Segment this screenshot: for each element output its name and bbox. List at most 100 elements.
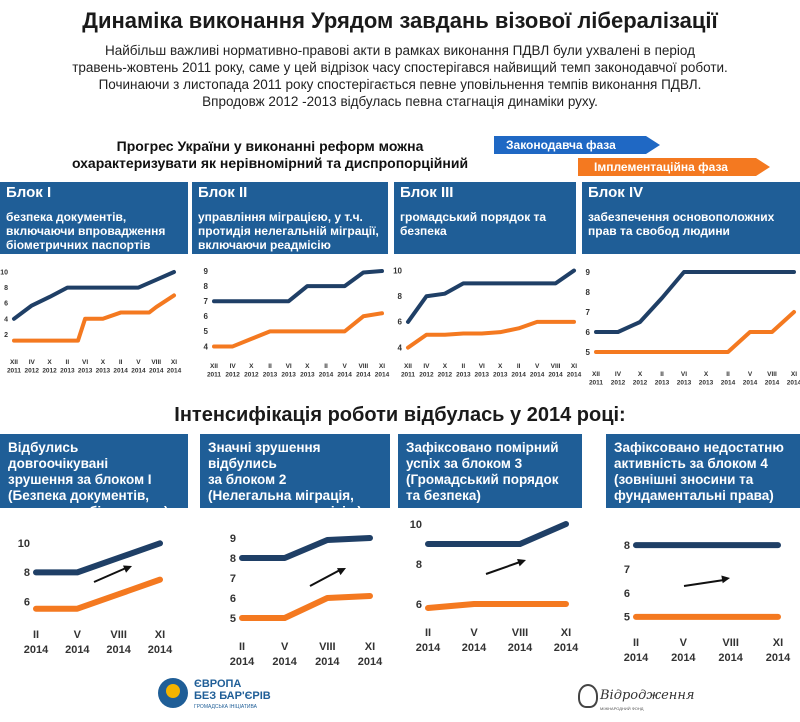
trend-arrowhead-icon <box>337 568 346 576</box>
series-line-implementation <box>425 601 569 611</box>
block-description-line: включаючи реадмісію <box>198 238 331 252</box>
y-tick-label: 6 <box>230 593 236 605</box>
y-tick-label: 5 <box>230 613 236 625</box>
y-tick-label: 8 <box>416 559 422 571</box>
y-tick-label: 9 <box>204 267 209 276</box>
x-tick-label: XI <box>571 363 577 370</box>
y-tick-label: 7 <box>586 308 591 317</box>
block-description: управління міграцією, у т.ч. протидія не… <box>198 210 379 252</box>
x-tick-label: IV <box>29 359 36 366</box>
x-tick-label: XII <box>210 363 218 370</box>
y-tick-label: 8 <box>398 292 403 301</box>
x-tick-label: 2014 <box>671 652 696 664</box>
y-tick-label: 5 <box>586 348 591 357</box>
block-description-line: прав та свобод людини <box>588 224 730 238</box>
x-tick-label: 2014 <box>554 642 579 654</box>
x-tick-label: X <box>704 371 709 378</box>
x-tick-label: 2012 <box>25 368 40 375</box>
x-tick-label: XI <box>365 641 375 653</box>
y-tick-label: 8 <box>624 540 630 552</box>
summary-panel-3: Зафіксовано помірний успіх за блоком 3 (… <box>398 434 582 508</box>
y-tick-label: 7 <box>204 297 209 306</box>
series-line-legislative <box>406 268 576 324</box>
block-name: Блок IV <box>588 184 644 201</box>
x-tick-label: 2011 <box>207 372 221 379</box>
chart-2014-block-3: 10 8 6 II 2014 V 2014 VIII 2014 XI 2014 <box>398 508 588 664</box>
summary-panel-1: Відбулись довгоочікувані зрушення за бло… <box>0 434 188 519</box>
y-tick-label: 6 <box>586 328 591 337</box>
x-tick-label: 2013 <box>456 372 471 379</box>
x-tick-label: 2014 <box>718 652 743 664</box>
x-tick-label: 2013 <box>78 368 93 375</box>
x-tick-label: 2014 <box>272 656 297 668</box>
x-tick-label: X <box>305 363 310 370</box>
series-line-legislative <box>594 270 796 334</box>
x-tick-label: V <box>680 637 688 649</box>
x-tick-label: VIII <box>551 363 561 370</box>
x-tick-label: VIII <box>110 629 127 641</box>
summary-line: за блоком 2 <box>208 472 287 487</box>
x-tick-label: 2011 <box>401 372 415 379</box>
logo-text-line: БЕЗ БАР'ЄРІВ <box>194 690 271 702</box>
x-tick-label: 2013 <box>281 372 296 379</box>
y-tick-label: 6 <box>398 318 403 327</box>
x-tick-label: 2013 <box>655 380 670 387</box>
summary-line: активність за блоком 4 <box>614 456 768 471</box>
x-tick-label: 2014 <box>508 642 533 654</box>
y-tick-label: 8 <box>4 285 8 292</box>
x-tick-label: VIII <box>319 641 336 653</box>
subheading-line: Прогрес України у виконанні реформ можна <box>116 138 424 154</box>
x-tick-label: 2013 <box>60 368 75 375</box>
x-tick-label: XII <box>10 359 18 366</box>
x-tick-label: 2014 <box>721 380 736 387</box>
x-tick-label: II <box>268 363 272 370</box>
summary-panel-2: Значні зрушення відбулись за блоком 2 (Н… <box>200 434 390 519</box>
x-tick-label: II <box>324 363 328 370</box>
series-line-implementation <box>594 310 796 354</box>
x-tick-label: 2012 <box>419 372 434 379</box>
trend-arrowhead-icon <box>123 565 132 573</box>
x-tick-label: X <box>638 371 643 378</box>
y-tick-label: 8 <box>230 553 236 565</box>
x-tick-label: XI <box>171 359 177 366</box>
x-tick-label: X <box>498 363 503 370</box>
block-description: безпека документів, включаючи впроваджен… <box>6 210 165 252</box>
trend-arrowhead-icon <box>721 575 730 584</box>
renaissance-foundation-logo: Відродження МІЖНАРОДНИЙ ФОНД <box>578 684 698 714</box>
block-description: громадський порядок та безпека <box>400 210 546 238</box>
x-tick-label: IV <box>615 371 622 378</box>
x-tick-label: II <box>660 371 664 378</box>
x-tick-label: VIII <box>358 363 368 370</box>
summary-line: Значні зрушення відбулись <box>208 440 321 471</box>
x-tick-label: V <box>535 363 540 370</box>
x-tick-label: XII <box>404 363 412 370</box>
x-tick-label: IV <box>230 363 237 370</box>
x-tick-label: 2014 <box>787 380 800 387</box>
y-tick-label: 7 <box>230 573 236 585</box>
summary-line: Зафіксовано помірний <box>406 440 559 455</box>
legend-legislative: Законодавча фаза <box>494 136 660 154</box>
x-tick-label: V <box>748 371 753 378</box>
x-tick-label: 2014 <box>567 372 582 379</box>
x-tick-label: 2014 <box>167 368 182 375</box>
intro-line: травень-жовтень 2011 року, саме у цей ві… <box>72 60 728 75</box>
block-panel-2: Блок II управління міграцією, у т.ч. про… <box>192 182 388 254</box>
logo-subtext: МІЖНАРОДНИЙ ФОНД <box>600 706 644 711</box>
x-tick-label: VI <box>82 359 88 366</box>
x-tick-label: 2012 <box>438 372 453 379</box>
logo-text: Відродження <box>600 688 695 703</box>
x-tick-label: XI <box>773 637 783 649</box>
legend-implementation: Імплементаційна фаза <box>578 158 770 176</box>
x-tick-label: XI <box>379 363 385 370</box>
block-description-line: безпека <box>400 224 447 238</box>
x-tick-label: IV <box>423 363 430 370</box>
y-tick-label: 6 <box>4 301 8 308</box>
y-tick-label: 4 <box>204 342 209 351</box>
series-line-legislative <box>239 535 373 561</box>
series-line-implementation <box>33 576 163 612</box>
logo-subtext: ГРОМАДСЬКА ІНІЦІАТИВА <box>194 704 257 710</box>
x-tick-label: VI <box>479 363 485 370</box>
chart-block-4: 9 8 7 6 5 XII 2011 IV 2012 X 2012 II 2013 VI 2013 X 2013… <box>584 258 800 387</box>
x-tick-label: II <box>33 629 39 641</box>
summary-line: включаючи реадмісію) <box>208 504 362 519</box>
